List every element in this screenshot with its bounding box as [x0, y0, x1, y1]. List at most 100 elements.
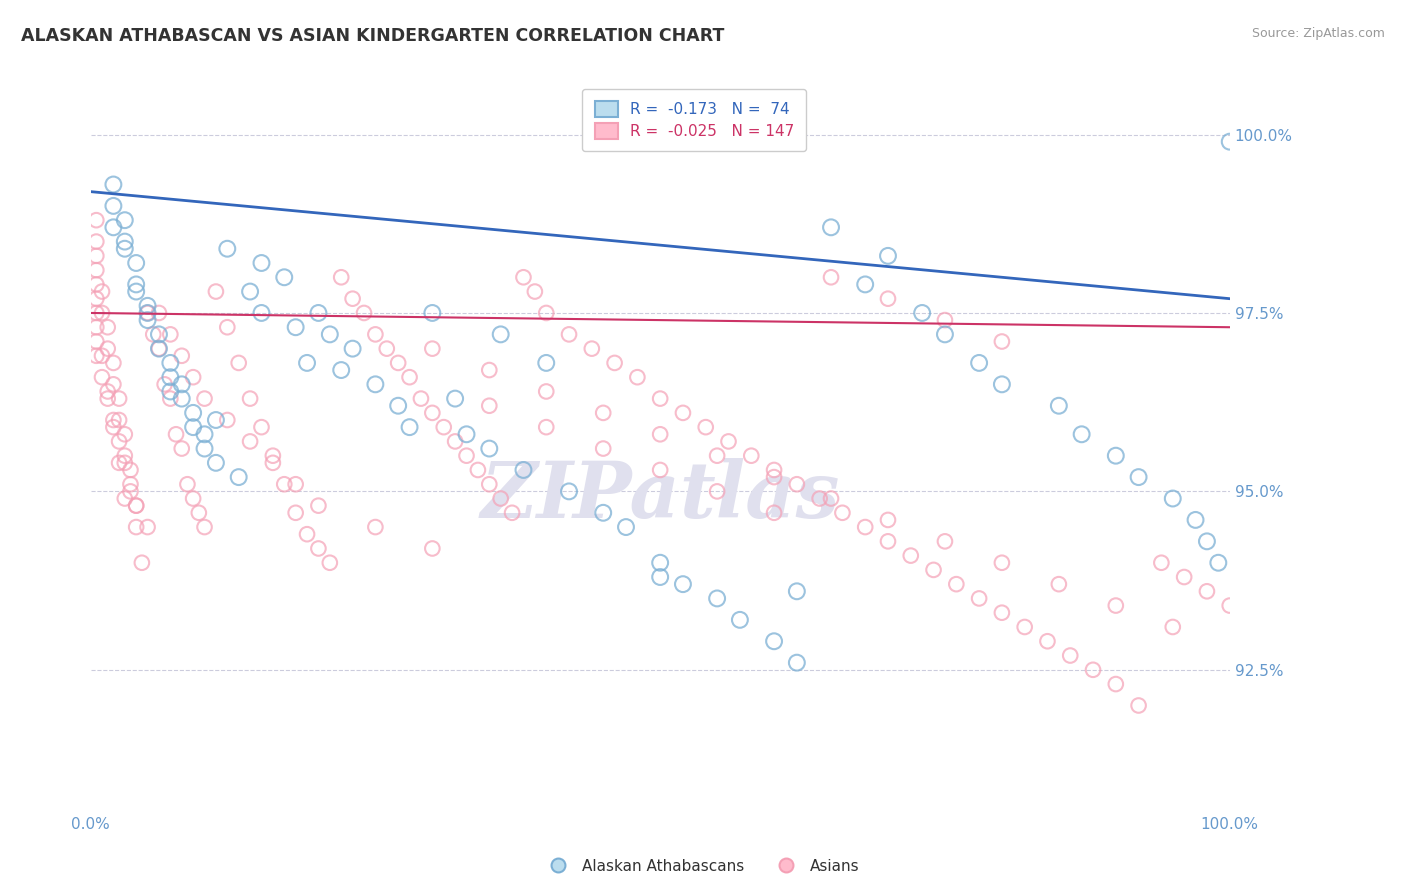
Point: [84, 306, 107, 320]
Point: [295, 527, 318, 541]
Point: [877, 292, 900, 306]
Point: [808, 491, 831, 506]
Point: [422, 306, 444, 320]
Point: [91, 285, 114, 299]
Legend: R =  -0.173   N =  74, R =  -0.025   N = 147: R = -0.173 N = 74, R = -0.025 N = 147: [582, 89, 806, 152]
Point: [853, 520, 876, 534]
Point: [97, 384, 120, 399]
Point: [250, 256, 273, 270]
Point: [125, 256, 148, 270]
Point: [1014, 620, 1036, 634]
Point: [592, 506, 614, 520]
Point: [1195, 584, 1218, 599]
Point: [170, 349, 193, 363]
Point: [1105, 677, 1128, 691]
Point: [103, 178, 125, 192]
Point: [364, 520, 387, 534]
Point: [108, 456, 131, 470]
Point: [456, 449, 478, 463]
Point: [422, 541, 444, 556]
Point: [148, 342, 170, 356]
Point: [489, 327, 512, 342]
Point: [353, 306, 375, 320]
Point: [603, 356, 626, 370]
Point: [478, 363, 501, 377]
Point: [142, 327, 165, 342]
Point: [114, 449, 136, 463]
Point: [1195, 534, 1218, 549]
Point: [136, 306, 159, 320]
Point: [695, 420, 717, 434]
Point: [84, 263, 107, 277]
Point: [108, 413, 131, 427]
Point: [84, 334, 107, 349]
Point: [136, 306, 159, 320]
Point: [877, 249, 900, 263]
Point: [114, 213, 136, 227]
Point: [228, 356, 250, 370]
Point: [1173, 570, 1195, 584]
Point: [444, 392, 467, 406]
Point: [422, 342, 444, 356]
Point: [170, 442, 193, 456]
Point: [250, 306, 273, 320]
Point: [444, 434, 467, 449]
Point: [205, 456, 228, 470]
Point: [650, 570, 672, 584]
Point: [1219, 599, 1241, 613]
Point: [148, 342, 170, 356]
Point: [820, 491, 842, 506]
Point: [125, 499, 148, 513]
Point: [523, 285, 546, 299]
Point: [125, 277, 148, 292]
Point: [342, 342, 364, 356]
Point: [1150, 556, 1173, 570]
Point: [1105, 599, 1128, 613]
Point: [84, 277, 107, 292]
Point: [728, 613, 751, 627]
Point: [1128, 470, 1150, 484]
Point: [786, 584, 808, 599]
Point: [103, 199, 125, 213]
Point: [592, 406, 614, 420]
Point: [136, 520, 159, 534]
Point: [1059, 648, 1081, 663]
Point: [159, 356, 181, 370]
Point: [650, 427, 672, 442]
Point: [330, 363, 353, 377]
Point: [478, 442, 501, 456]
Point: [250, 420, 273, 434]
Point: [489, 491, 512, 506]
Point: [319, 556, 342, 570]
Point: [945, 577, 967, 591]
Point: [478, 399, 501, 413]
Point: [205, 413, 228, 427]
Point: [187, 506, 209, 520]
Point: [114, 427, 136, 442]
Point: [159, 327, 181, 342]
Point: [228, 470, 250, 484]
Point: [84, 249, 107, 263]
Point: [136, 313, 159, 327]
Point: [262, 456, 284, 470]
Point: [364, 377, 387, 392]
Point: [159, 370, 181, 384]
Point: [125, 285, 148, 299]
Point: [284, 506, 307, 520]
Point: [84, 320, 107, 334]
Point: [181, 406, 204, 420]
Point: [91, 349, 114, 363]
Point: [170, 377, 193, 392]
Point: [165, 427, 187, 442]
Point: [934, 534, 956, 549]
Point: [1184, 513, 1206, 527]
Point: [786, 477, 808, 491]
Point: [478, 477, 501, 491]
Point: [991, 556, 1014, 570]
Point: [934, 313, 956, 327]
Point: [114, 242, 136, 256]
Point: [1128, 698, 1150, 713]
Point: [319, 327, 342, 342]
Point: [536, 306, 558, 320]
Text: ALASKAN ATHABASCAN VS ASIAN KINDERGARTEN CORRELATION CHART: ALASKAN ATHABASCAN VS ASIAN KINDERGARTEN…: [21, 27, 724, 45]
